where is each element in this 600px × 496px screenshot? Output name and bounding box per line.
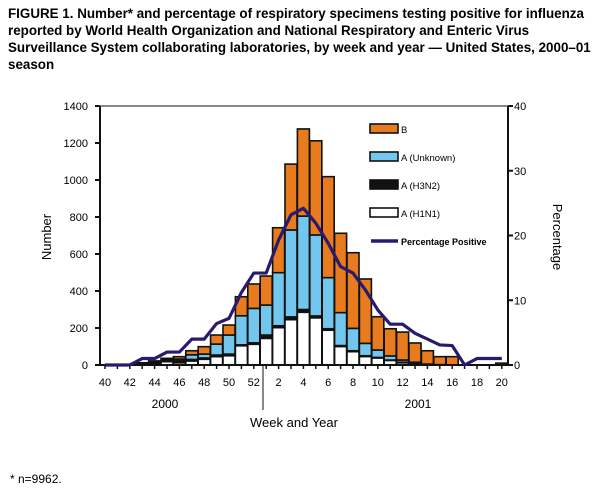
bar-segment xyxy=(185,349,199,356)
bar-segment xyxy=(209,355,224,366)
bar-segment xyxy=(247,283,261,310)
x-tick-label: 44 xyxy=(148,377,160,389)
bar-segment xyxy=(296,128,311,217)
bar-segment xyxy=(271,326,286,366)
bar-segment xyxy=(395,331,410,361)
bar-segment xyxy=(370,315,385,351)
bar-segment xyxy=(147,360,162,365)
x-tick-label: 42 xyxy=(124,377,136,389)
x-tick-label: 18 xyxy=(471,377,483,389)
x-tick-label: 40 xyxy=(99,377,111,389)
bar-segment xyxy=(358,342,373,357)
bar-segment xyxy=(222,354,236,366)
x-tick-label: 4 xyxy=(300,377,306,389)
bar-segment xyxy=(271,271,286,327)
y-tick-label: 1400 xyxy=(64,101,88,113)
bar-segment xyxy=(383,327,398,357)
legend-swatch xyxy=(369,207,399,218)
y2-tick-label: 30 xyxy=(514,166,526,178)
legend-label: A (Unknown) xyxy=(401,153,455,164)
y-tick-label: 200 xyxy=(70,323,88,335)
y2-tick-label: 20 xyxy=(514,231,526,243)
legend-label: B xyxy=(401,125,407,136)
bar-segment xyxy=(197,345,211,355)
bar-segment xyxy=(259,304,274,336)
bar-segment xyxy=(420,349,435,365)
bar-segment xyxy=(172,355,187,360)
bar-segment xyxy=(333,345,348,366)
legend-swatch xyxy=(369,123,399,134)
x-tick-label: 2 xyxy=(276,377,282,389)
legend-label: A (H1N1) xyxy=(401,209,440,220)
bar-segment xyxy=(234,344,249,366)
bar-segment xyxy=(333,311,348,347)
bar-segment xyxy=(222,334,236,355)
y-tick-label: 1000 xyxy=(64,175,88,187)
y-tick-label: 0 xyxy=(82,360,88,372)
bar-segment xyxy=(321,175,336,279)
legend-swatch xyxy=(369,151,399,162)
x-tick-label: 14 xyxy=(421,377,433,389)
bar-segment xyxy=(321,276,336,330)
bar-segment xyxy=(346,327,360,352)
y-axis-title: Number xyxy=(39,213,54,260)
bar-segment xyxy=(296,311,311,366)
bar-segment xyxy=(284,318,298,366)
bar-segment xyxy=(346,251,360,330)
bar-segment xyxy=(259,337,274,366)
x-tick-label: 12 xyxy=(396,377,408,389)
bar-segment xyxy=(346,350,360,366)
bar-segment xyxy=(209,334,224,345)
legend-swatch xyxy=(369,179,399,190)
x-tick-label: 50 xyxy=(223,377,235,389)
bar-segment xyxy=(445,355,460,366)
bar-segment xyxy=(247,343,261,366)
legend-label: Percentage Positive xyxy=(401,237,487,247)
bar-segment xyxy=(308,234,323,317)
bar-segment xyxy=(296,215,311,311)
y-tick-label: 600 xyxy=(70,249,88,261)
y-tick-label: 400 xyxy=(70,286,88,298)
bar-segment xyxy=(333,232,348,314)
footnote: * n=9962. xyxy=(10,472,62,486)
bar-segment xyxy=(432,355,447,366)
bar-segment xyxy=(308,317,323,366)
bar-segment xyxy=(247,307,261,344)
bar-segment xyxy=(321,329,336,366)
y-tick-label: 800 xyxy=(70,212,88,224)
bar-segment xyxy=(209,343,224,356)
y2-tick-label: 0 xyxy=(514,360,520,372)
x-tick-label: 6 xyxy=(325,377,331,389)
y2-tick-label: 40 xyxy=(514,101,526,113)
bar-segment xyxy=(259,275,274,306)
x-axis-title: Week and Year xyxy=(250,415,339,430)
x-tick-label: 46 xyxy=(173,377,185,389)
year-label: 2000 xyxy=(152,397,179,411)
percentage-positive-line xyxy=(105,206,502,367)
y2-axis-title: Percentage xyxy=(550,204,565,271)
bar-segment xyxy=(358,355,373,366)
bar-segment xyxy=(284,229,298,318)
bar-segment xyxy=(222,324,236,336)
x-tick-label: 52 xyxy=(248,377,260,389)
y-tick-label: 1200 xyxy=(64,138,88,150)
year-label: 2001 xyxy=(405,397,432,411)
x-tick-label: 20 xyxy=(496,377,508,389)
x-tick-label: 16 xyxy=(446,377,458,389)
x-tick-label: 8 xyxy=(350,377,356,389)
bar-segment xyxy=(370,349,385,359)
x-tick-label: 10 xyxy=(372,377,384,389)
bar-segment xyxy=(160,357,174,363)
figure-title: FIGURE 1. Number* and percentage of resp… xyxy=(8,6,591,72)
y2-tick-label: 10 xyxy=(514,295,526,307)
legend-label: A (H3N2) xyxy=(401,181,440,192)
bar-segment xyxy=(234,314,249,346)
bar-segment xyxy=(408,342,422,364)
x-tick-label: 48 xyxy=(198,377,210,389)
bar-segment xyxy=(370,357,385,366)
